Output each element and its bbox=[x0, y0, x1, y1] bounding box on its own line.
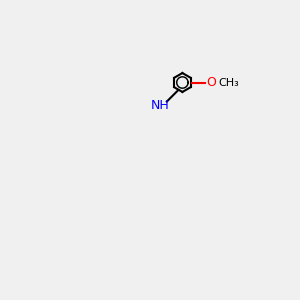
Text: O: O bbox=[207, 76, 217, 89]
Text: NH: NH bbox=[151, 99, 170, 112]
Text: CH₃: CH₃ bbox=[219, 77, 240, 88]
